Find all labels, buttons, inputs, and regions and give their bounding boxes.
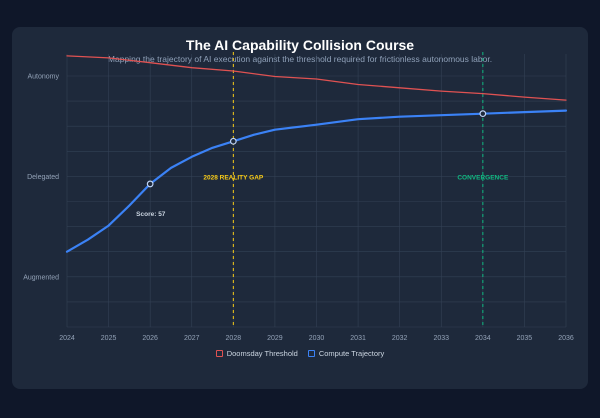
series-lines <box>65 55 568 253</box>
legend-swatch-doomsday-threshold <box>215 350 223 357</box>
x-tick-label: 2026 <box>142 335 158 342</box>
x-tick-label: 2033 <box>433 335 449 342</box>
chart-subtitle: Mapping the trajectory of AI execution a… <box>107 54 493 64</box>
series-line-compute-trajectory <box>65 109 568 253</box>
y-tick-label: Autonomy <box>27 74 59 81</box>
legend-item-compute-trajectory[interactable]: Compute Trajectory <box>307 349 385 358</box>
annotation-score: Score: 57 <box>136 211 166 218</box>
chart-title: The AI Capability Collision Course <box>185 37 415 53</box>
y-tick-label: Delegated <box>27 174 59 181</box>
x-tick-label: 2025 <box>101 335 117 342</box>
series-line-doomsday-threshold <box>66 55 567 101</box>
legend-swatch-compute-trajectory <box>307 350 315 357</box>
x-tick-label: 2034 <box>475 335 491 342</box>
data-marker <box>479 110 487 118</box>
x-tick-label: 2029 <box>267 335 283 342</box>
legend: Doomsday Threshold Compute Trajectory <box>12 349 588 358</box>
x-tick-label: 2028 <box>226 335 242 342</box>
x-tick-label: 2030 <box>309 335 325 342</box>
legend-item-doomsday-threshold[interactable]: Doomsday Threshold <box>215 349 298 358</box>
y-axis-ticks: Augmented Delegated Autonomy <box>23 74 59 282</box>
x-tick-label: 2036 <box>558 335 574 342</box>
x-tick-label: 2031 <box>350 335 366 342</box>
data-markers <box>146 110 487 188</box>
x-tick-label: 2027 <box>184 335 200 342</box>
annotations: Score: 57 2028 REALITY GAP CONVERGENCE <box>136 174 509 218</box>
y-tick-label: Augmented <box>23 274 59 281</box>
legend-label: Doomsday Threshold <box>226 349 298 358</box>
annotation-lines <box>232 52 484 327</box>
annotation-label: CONVERGENCE <box>457 174 509 181</box>
chart-card: The AI Capability Collision Course Mappi… <box>12 27 588 389</box>
x-tick-label: 2035 <box>517 335 533 342</box>
data-marker <box>229 137 237 145</box>
x-tick-label: 2024 <box>59 335 75 342</box>
data-marker <box>146 180 154 188</box>
x-axis-ticks: 2024 2025 2026 2027 2028 2029 2030 2031 2032 2033… <box>59 335 574 342</box>
legend-label: Compute Trajectory <box>318 349 385 358</box>
x-tick-label: 2032 <box>392 335 408 342</box>
annotation-label: 2028 REALITY GAP <box>203 174 264 181</box>
